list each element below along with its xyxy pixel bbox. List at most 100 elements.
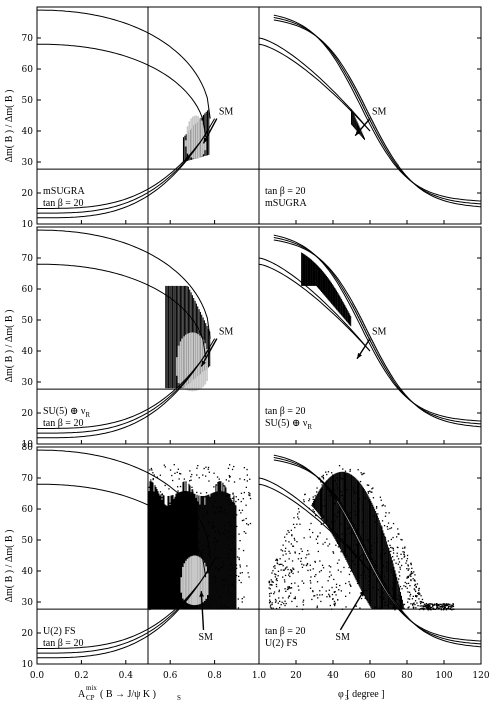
scatter-point [386, 567, 389, 569]
panel-label: U(2) FS [265, 638, 298, 649]
scatter-point [235, 496, 237, 498]
upper-arc-1 [37, 449, 211, 559]
scatter-point [387, 540, 389, 542]
scatter-point [215, 484, 218, 486]
scatter-right-row3 [268, 465, 455, 611]
x-axis-title-left: A mix CP ( B → J/ψ K ) S [78, 684, 181, 702]
scatter-point [312, 509, 314, 511]
scatter-point [333, 489, 335, 491]
scatter-point [241, 519, 244, 522]
scatter-point [331, 586, 333, 589]
scatter-point [276, 560, 279, 562]
sm-point [372, 344, 375, 347]
scatter-point [298, 589, 300, 591]
y-tick-label: 30 [22, 158, 34, 168]
scatter-point [227, 544, 229, 546]
left-edge-curve-2 [258, 37, 371, 132]
scatter-point [219, 533, 221, 535]
scatter-point [239, 564, 241, 566]
scatter-point [448, 606, 450, 608]
scatter-point [246, 523, 248, 525]
scatter-point [288, 541, 290, 543]
scatter-point [228, 480, 230, 482]
scatter-point [303, 564, 305, 566]
scatter-point [416, 595, 418, 597]
scatter-point [291, 570, 293, 572]
scatter-point [404, 581, 406, 584]
scatter-point [294, 552, 296, 554]
scatter-point [215, 494, 218, 496]
sm-point [365, 111, 368, 114]
scatter-point [336, 486, 338, 489]
scatter-point [407, 576, 409, 579]
sm-point [354, 88, 357, 91]
scatter-point [351, 495, 353, 497]
scatter-point [349, 532, 351, 534]
scatter-point [350, 481, 352, 483]
scatter-point [336, 477, 338, 479]
scatter-point [418, 587, 420, 590]
scatter-point [312, 531, 314, 534]
upper-arc-1 [37, 229, 211, 339]
scatter-point [401, 588, 403, 590]
scatter-point [180, 539, 182, 541]
scatter-point [323, 499, 325, 501]
scatter-point [417, 605, 419, 607]
scatter-point [292, 523, 295, 525]
scatter-point [405, 585, 407, 588]
scatter-point [153, 535, 155, 537]
scatter-point [174, 544, 176, 546]
sm-point [378, 136, 381, 139]
scatter-point [207, 468, 209, 470]
scatter-point [216, 476, 219, 478]
scatter-point [442, 605, 444, 607]
scatter-point [321, 489, 323, 491]
scatter-point [322, 516, 324, 519]
sm-arrow [339, 589, 366, 631]
scatter-point [285, 540, 287, 542]
scatter-point [371, 558, 373, 560]
scatter-point [229, 569, 231, 571]
scatter-point [328, 576, 331, 578]
scatter-point [216, 507, 218, 509]
scatter-point [418, 598, 420, 600]
sm-point [371, 565, 374, 568]
scatter-point [302, 601, 304, 603]
scatter-point [373, 542, 375, 544]
scatter-point [294, 582, 296, 584]
scatter-point [413, 606, 415, 609]
scatter-point [175, 566, 178, 568]
sm-point [381, 360, 384, 363]
scatter-point [197, 550, 199, 552]
y-tick-label: 10 [22, 220, 34, 230]
scatter-point [380, 554, 382, 556]
scatter-point [414, 583, 417, 586]
scatter-point [172, 543, 175, 545]
scatter-point [235, 574, 238, 577]
scatter-point [371, 491, 373, 493]
scatter-point [161, 561, 164, 563]
scatter-point [290, 529, 292, 531]
scatter-point [367, 491, 369, 493]
sm-point [346, 517, 349, 520]
scatter-point [249, 493, 251, 495]
sm-point [351, 526, 354, 529]
sm-point [347, 76, 350, 79]
scatter-point [222, 532, 224, 534]
scatter-point [173, 599, 175, 601]
scatter-point [406, 576, 409, 578]
panel-label: U(2) FS [43, 626, 76, 637]
sm-label: SM [372, 327, 387, 338]
scatter-point [217, 529, 219, 532]
scatter-point [189, 480, 191, 482]
scatter-point [215, 543, 217, 545]
scatter-point [151, 590, 153, 592]
upper-arc-2 [37, 263, 207, 358]
scatter-point [184, 505, 186, 508]
scatter-point [170, 503, 172, 505]
scatter-point [438, 605, 440, 607]
scatter-point [287, 530, 289, 532]
scatter-point [321, 564, 324, 566]
sm-point [378, 579, 381, 582]
scatter-point [269, 601, 271, 604]
